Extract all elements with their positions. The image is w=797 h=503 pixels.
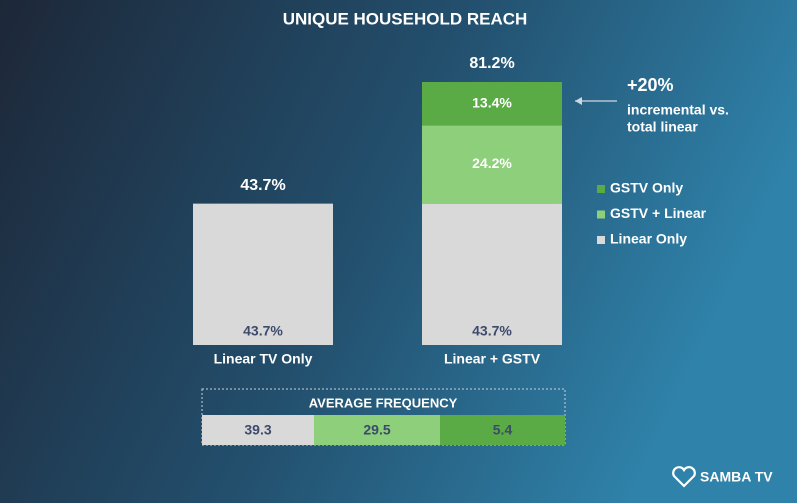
- chart-title: UNIQUE HOUSEHOLD REACH: [283, 9, 528, 28]
- frequency-cell: [202, 415, 314, 445]
- value-label: 43.7%: [243, 323, 283, 339]
- legend-label: Linear Only: [610, 231, 687, 247]
- annotation-headline: +20%: [627, 75, 674, 95]
- logo: SAMBA TV: [700, 469, 773, 485]
- value-label: 43.7%: [472, 323, 512, 339]
- total-label: 81.2%: [469, 55, 514, 72]
- total-label: 43.7%: [240, 177, 285, 194]
- legend-label: GSTV Only: [610, 180, 683, 196]
- logo-icon: [672, 466, 696, 488]
- frequency-cell: [314, 415, 440, 445]
- annotation-line: incremental vs.: [627, 102, 729, 118]
- value-label: 24.2%: [472, 155, 512, 171]
- frequency-value: 5.4: [493, 422, 513, 438]
- bar-segment: [422, 203, 562, 345]
- x-tick-label: Linear TV Only: [214, 351, 313, 367]
- legend-swatch: [597, 185, 605, 193]
- frequency-value: 39.3: [244, 422, 271, 438]
- legend-label: GSTV + Linear: [610, 205, 707, 221]
- legend-swatch: [597, 236, 605, 244]
- x-tick-label: Linear + GSTV: [444, 351, 541, 367]
- annotation-line: total linear: [627, 119, 698, 135]
- bar-segment: [422, 82, 562, 126]
- frequency-title: AVERAGE FREQUENCY: [309, 395, 458, 410]
- bar-segment: [422, 125, 562, 204]
- value-label: 13.4%: [472, 94, 512, 110]
- legend-swatch: [597, 210, 605, 219]
- annotation-arrowhead: [575, 97, 582, 105]
- frequency-cell: [440, 415, 565, 445]
- bar-segment: [193, 203, 333, 345]
- frequency-value: 29.5: [363, 422, 390, 438]
